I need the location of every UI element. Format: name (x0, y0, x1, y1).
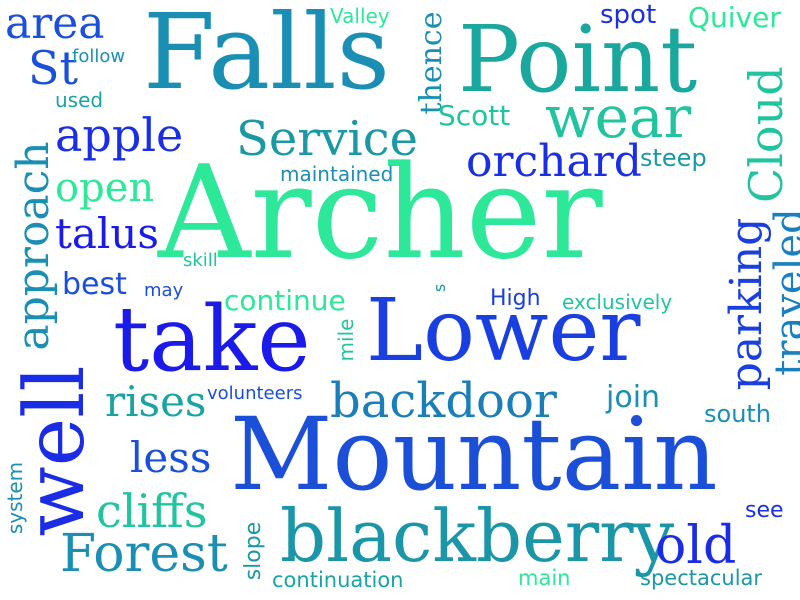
word-may: may (144, 280, 184, 301)
word-used: used (55, 88, 104, 112)
word-cliffs: cliffs (96, 484, 208, 538)
word-blackberry: blackberry (280, 494, 675, 578)
word-steep: steep (640, 144, 707, 172)
word-area: area (5, 0, 105, 49)
word-main: main (518, 566, 571, 590)
word-orchard: orchard (466, 136, 642, 187)
word-maintained: maintained (280, 162, 394, 186)
word-spectacular: spectacular (640, 566, 763, 590)
word-lower: Lower (366, 281, 641, 381)
word-service: Service (236, 111, 418, 167)
word-join: join (606, 380, 661, 415)
word-open: open (55, 165, 155, 211)
word-take: take (113, 287, 311, 392)
word-point: Point (458, 6, 698, 113)
word-system: system (3, 461, 27, 535)
word-see: see (745, 498, 784, 523)
word-falls: Falls (143, 0, 390, 113)
word-well: well (8, 365, 103, 537)
word-backdoor: backdoor (330, 373, 557, 429)
word-continue: continue (224, 284, 346, 317)
word-mountain: Mountain (230, 396, 718, 513)
word-south: south (704, 400, 772, 428)
word-mile: mile (334, 318, 358, 362)
word-traveled: traveled (767, 208, 800, 376)
word-spot: spot (600, 0, 657, 30)
word-approach: approach (8, 141, 59, 351)
word-st: St (28, 41, 78, 95)
word-volunteers: volunteers (207, 383, 303, 404)
word-less: less (130, 433, 212, 482)
word-rises: rises (105, 377, 207, 426)
word-scott: Scott (438, 99, 511, 132)
word-continuation: continuation (272, 568, 404, 592)
word-follow: follow (72, 46, 126, 67)
word-s: s (430, 283, 449, 293)
word-apple: apple (55, 108, 184, 162)
word-parking: parking (721, 217, 772, 391)
word-valley: Valley (330, 4, 390, 28)
word-old: old (655, 516, 737, 576)
word-talus: talus (55, 209, 159, 258)
word-wear: wear (545, 83, 692, 151)
word-high: High (490, 286, 541, 311)
word-archer: Archer (158, 139, 603, 288)
word-quiver: Quiver (688, 1, 781, 34)
word-skill: skill (183, 250, 218, 271)
word-slope: slope (241, 521, 266, 581)
word-best: best (62, 267, 127, 302)
word-cloud: Cloud (739, 66, 793, 203)
word-forest: Forest (60, 524, 228, 584)
word-exclusively: exclusively (562, 290, 673, 314)
